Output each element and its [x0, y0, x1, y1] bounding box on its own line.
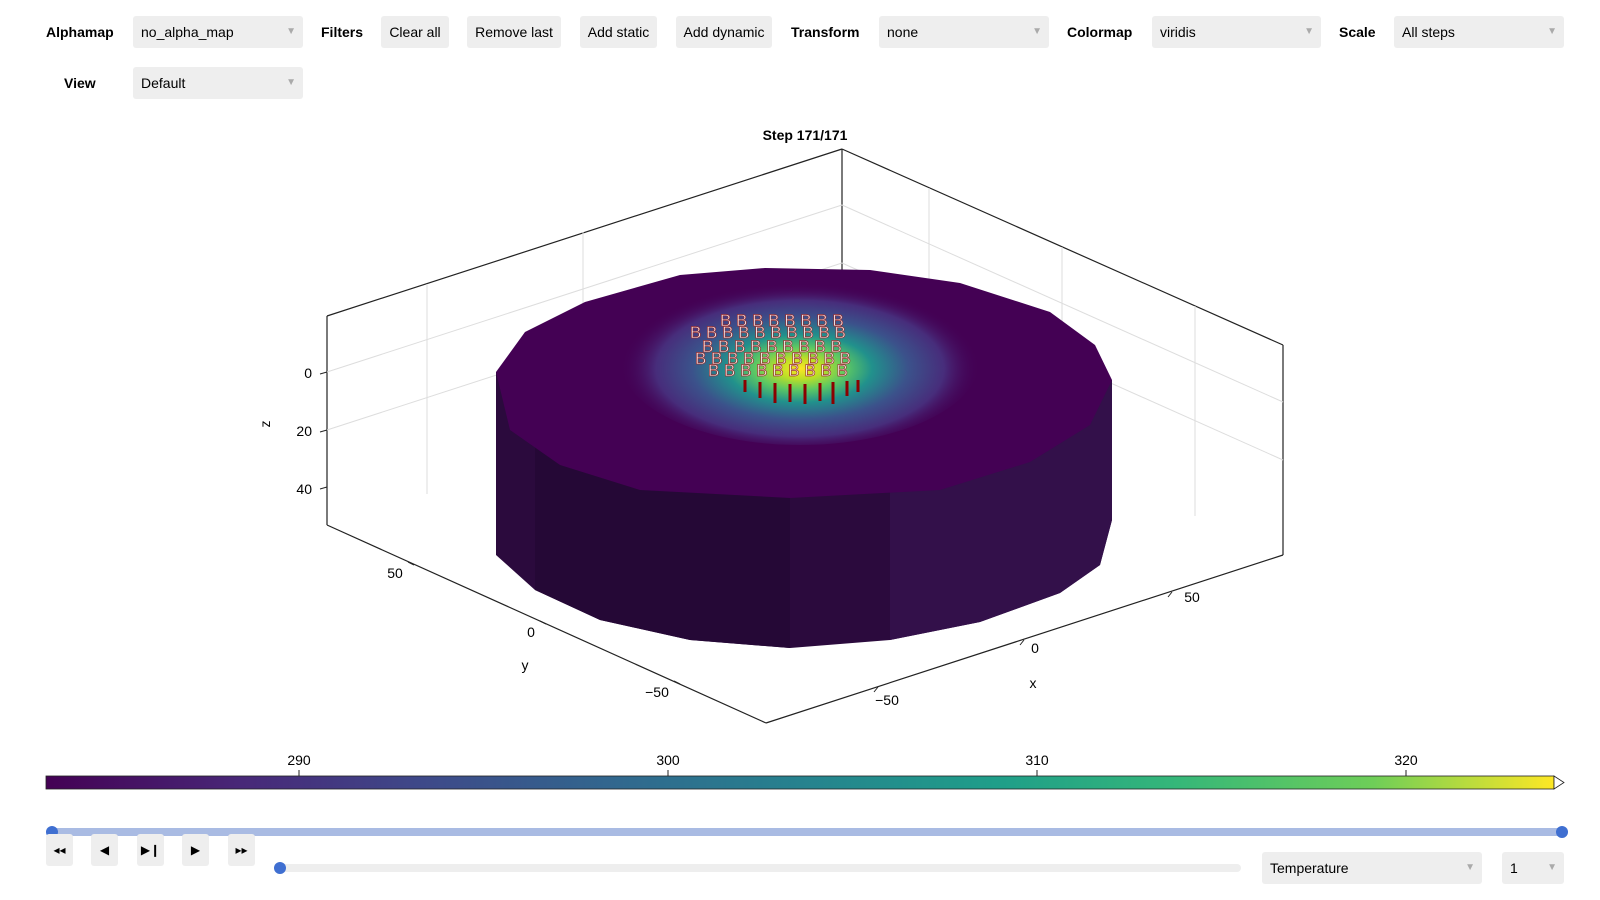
colormap-value: viridis	[1160, 24, 1196, 40]
add-dynamic-button[interactable]: Add dynamic	[676, 16, 772, 48]
probe-markers	[743, 380, 860, 404]
chevron-down-icon: ▼	[1032, 26, 1042, 37]
svg-text:B B B B B B B B B: B B B B B B B B B	[708, 361, 848, 380]
fast-backward-button[interactable]: ◂◂	[46, 834, 73, 866]
svg-text:B B B B B B B B: B B B B B B B B	[720, 311, 844, 330]
chevron-down-icon: ▼	[1547, 862, 1557, 873]
scale-label: Scale	[1339, 24, 1376, 40]
colorbar-tick-label: 310	[1025, 752, 1049, 768]
colorbar-tick-label: 300	[656, 752, 680, 768]
add-static-button[interactable]: Add static	[580, 16, 657, 48]
colormap-select[interactable]: viridis ▼	[1152, 16, 1321, 48]
component-select[interactable]: 1 ▼	[1502, 852, 1564, 884]
step-back-icon: ◀	[99, 843, 110, 857]
colorbar-tick-label: 290	[287, 752, 311, 768]
y-tick: 50	[387, 565, 403, 581]
alphamap-value: no_alpha_map	[141, 24, 234, 40]
step-slider-handle[interactable]	[274, 862, 286, 874]
play-button[interactable]: ▶	[182, 834, 209, 866]
colorbar: 290 300 310 320	[45, 752, 1565, 790]
alphamap-select[interactable]: no_alpha_map ▼	[133, 16, 303, 48]
fast-backward-icon: ◂◂	[53, 843, 66, 857]
chevron-down-icon: ▼	[1304, 26, 1314, 37]
transform-value: none	[887, 24, 919, 40]
y-tick: 0	[527, 624, 535, 640]
chevron-down-icon: ▼	[1547, 26, 1557, 37]
colorbar-extend-arrow	[1553, 775, 1565, 790]
fast-forward-icon: ▸▸	[235, 843, 248, 857]
chevron-down-icon: ▼	[286, 26, 296, 37]
x-tick: −50	[875, 692, 899, 708]
view-value: Default	[141, 75, 186, 91]
chevron-down-icon: ▼	[1465, 862, 1475, 873]
view-select[interactable]: Default ▼	[133, 67, 303, 99]
y-tick: −50	[645, 684, 669, 700]
transform-label: Transform	[791, 24, 860, 40]
clear-all-button[interactable]: Clear all	[381, 16, 449, 48]
scale-value: All steps	[1402, 24, 1455, 40]
plot-3d[interactable]: Step 171/171	[0, 100, 1600, 730]
filters-label: Filters	[321, 24, 364, 40]
variable-value: Temperature	[1270, 860, 1349, 876]
colorbar-tick-label: 320	[1394, 752, 1418, 768]
plot-title: Step 171/171	[763, 127, 848, 143]
alphamap-label: Alphamap	[46, 24, 114, 40]
play-icon: ▶	[190, 843, 201, 857]
chevron-down-icon: ▼	[286, 77, 296, 88]
remove-last-button[interactable]: Remove last	[467, 16, 561, 48]
step-slider[interactable]	[276, 864, 1241, 872]
probe-labels: B B B B B B B B B B B B B B B B B B B B …	[690, 311, 852, 381]
x-tick: 0	[1031, 640, 1039, 656]
scale-select[interactable]: All steps ▼	[1394, 16, 1564, 48]
play-pause-icon: ▶❙	[140, 843, 161, 857]
play-pause-button[interactable]: ▶❙	[137, 834, 164, 866]
view-label: View	[64, 75, 96, 91]
transform-select[interactable]: none ▼	[879, 16, 1049, 48]
svg-text:B B B B B B B B B B: B B B B B B B B B B	[690, 323, 846, 342]
component-value: 1	[1510, 860, 1518, 876]
z-tick: 0	[304, 365, 312, 381]
step-back-button[interactable]: ◀	[91, 834, 118, 866]
colormap-label: Colormap	[1067, 24, 1133, 40]
svg-text:B B B B B B B B B: B B B B B B B B B	[702, 337, 842, 356]
time-range-end-handle[interactable]	[1556, 826, 1568, 838]
x-axis-label: x	[1030, 675, 1037, 691]
fast-forward-button[interactable]: ▸▸	[228, 834, 255, 866]
cylinder-mesh	[496, 268, 1112, 648]
y-axis-label: y	[522, 657, 529, 673]
z-tick: 20	[296, 423, 312, 439]
variable-select[interactable]: Temperature ▼	[1262, 852, 1482, 884]
time-range-slider[interactable]	[46, 828, 1568, 836]
x-tick: 50	[1184, 589, 1200, 605]
z-tick: 40	[296, 481, 312, 497]
svg-text:B B B B B B B B B B: B B B B B B B B B B	[695, 349, 851, 368]
colorbar-gradient	[45, 775, 1555, 790]
z-axis-label: z	[257, 421, 273, 428]
